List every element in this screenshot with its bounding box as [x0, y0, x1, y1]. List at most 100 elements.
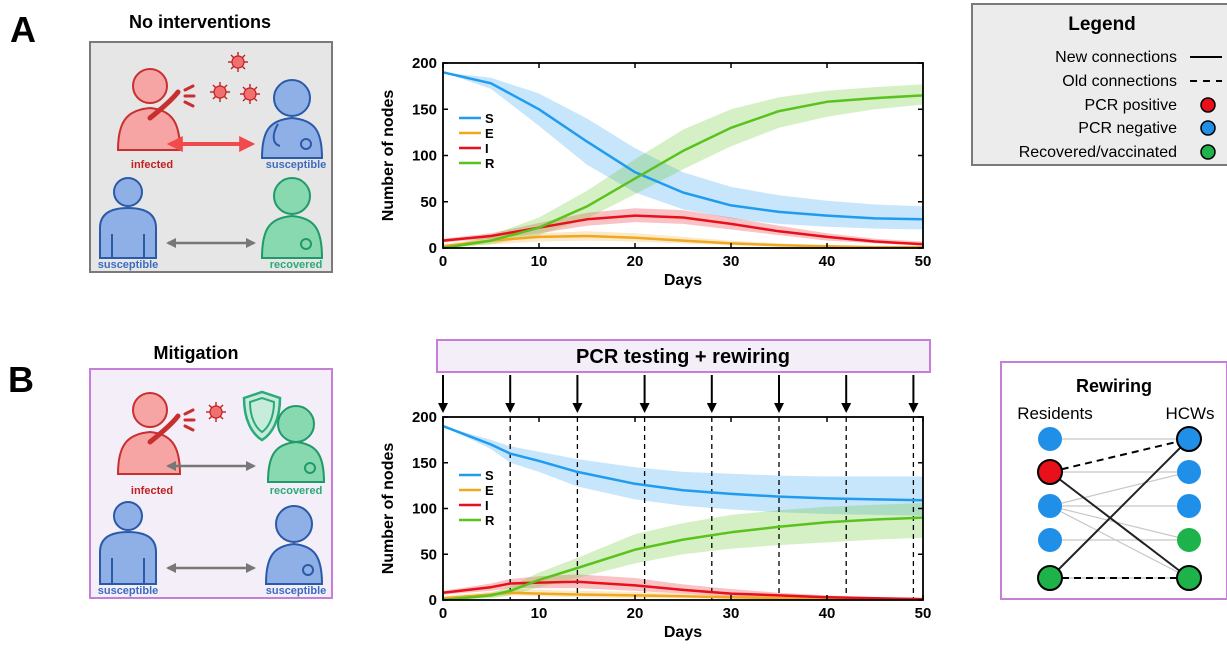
seir-chart-no-interventions: 0 10 20 30 40 50 0 50 100 150 200 Days Number of nod…: [380, 55, 931, 289]
band-R: [443, 503, 923, 600]
hcw-node: [1177, 460, 1201, 484]
y-tick-label: 50: [420, 546, 437, 563]
y-axis-label: Number of nodes: [380, 90, 397, 222]
legend-label-I: I: [485, 141, 489, 156]
label-susceptible-b-left: susceptible: [98, 585, 159, 597]
legend-pcr-positive-label: PCR positive: [1085, 97, 1178, 114]
x-tick-label: 0: [439, 605, 447, 622]
rewiring-title: Rewiring: [1076, 376, 1152, 396]
old-edge: [1049, 505, 1190, 541]
resident-node: [1037, 565, 1063, 591]
recovered-doctor-icon-b: [266, 405, 326, 483]
hcw-node: [1177, 494, 1201, 518]
series-line-S: [442, 424, 924, 502]
x-tick-label: 10: [531, 605, 548, 622]
resident-node: [1038, 494, 1062, 518]
y-axis-label: Number of nodes: [380, 443, 397, 575]
infected-person-icon-b: [116, 392, 196, 475]
legend-label-E: E: [485, 483, 494, 498]
legend-label-R: R: [485, 156, 495, 171]
legend-label-I: I: [485, 498, 489, 513]
panel-b-letter: B: [8, 359, 34, 400]
resident-node: [1038, 427, 1062, 451]
legend-title: Legend: [1068, 14, 1136, 35]
old-edge: [1049, 471, 1190, 507]
hcw-node: [1176, 426, 1202, 452]
label-recovered-b: recovered: [270, 485, 323, 497]
label-susceptible-a-top: susceptible: [266, 159, 327, 171]
pcr-banner-text: PCR testing + rewiring: [576, 346, 790, 368]
series-line-R: [442, 516, 924, 602]
y-tick-label: 200: [412, 55, 437, 72]
legend-pcr-negative-label: PCR negative: [1078, 120, 1177, 137]
legend-box: [971, 3, 1227, 166]
resident-node: [1038, 528, 1062, 552]
x-tick-label: 10: [531, 253, 548, 270]
panel-a-letter: A: [10, 9, 36, 50]
legend-pcr-negative-dot: [1200, 120, 1216, 136]
panel-a-title: No interventions: [129, 12, 271, 32]
series-line-I: [442, 580, 924, 601]
y-tick-label: 50: [420, 194, 437, 211]
susceptible-resident-icon-b: [99, 501, 157, 585]
x-tick-label: 20: [627, 605, 644, 622]
x-tick-label: 20: [627, 253, 644, 270]
y-tick-label: 0: [429, 240, 437, 257]
x-axis-label: Days: [664, 624, 702, 641]
recovered-doctor-icon: [260, 177, 324, 259]
x-tick-label: 50: [915, 253, 932, 270]
y-tick-label: 200: [412, 409, 437, 426]
y-tick-label: 150: [412, 455, 437, 472]
series-line-E: [442, 234, 923, 249]
band-S: [443, 426, 923, 516]
virus-icon-b: [205, 401, 227, 423]
y-tick-label: 150: [412, 101, 437, 118]
rewiring-residents-label: Residents: [1017, 404, 1093, 423]
pcr-banner: [436, 339, 931, 373]
legend-recovered-dot: [1200, 144, 1216, 160]
infected-person-icon: [116, 68, 196, 151]
y-tick-label: 0: [429, 592, 437, 609]
legend-new-connections-label: New connections: [1055, 49, 1177, 66]
y-tick-label: 100: [412, 501, 437, 518]
x-tick-label: 30: [723, 605, 740, 622]
legend-pcr-positive-dot: [1200, 97, 1216, 113]
label-recovered-a: recovered: [270, 259, 323, 271]
label-susceptible-a-bottom: susceptible: [98, 259, 159, 271]
susceptible-resident-icon: [99, 177, 157, 259]
label-infected-a: infected: [131, 159, 173, 171]
rewiring-hcws-label: HCWs: [1165, 404, 1214, 423]
legend-label-S: S: [485, 468, 494, 483]
susceptible-doctor-icon-b: [264, 505, 324, 585]
hcw-node: [1177, 528, 1201, 552]
band-S: [443, 72, 923, 230]
band-I: [443, 208, 923, 246]
series-line-S: [442, 71, 924, 221]
series-line-R: [442, 94, 924, 250]
label-susceptible-b-right: susceptible: [266, 585, 327, 597]
legend-recovered-label: Recovered/vaccinated: [1019, 144, 1177, 161]
panel-b-title: Mitigation: [154, 343, 239, 363]
legend-label-E: E: [485, 126, 494, 141]
legend-label-R: R: [485, 513, 495, 528]
x-tick-label: 30: [723, 253, 740, 270]
rewiring-network: [1037, 426, 1202, 591]
x-axis-label: Days: [664, 272, 702, 289]
new-edge: [1049, 438, 1190, 579]
seir-chart-mitigation: 0 10 20 30 40 50 0 50 100 150 200 Days Number of nod…: [380, 375, 931, 641]
x-tick-label: 40: [819, 253, 836, 270]
x-tick-label: 40: [819, 605, 836, 622]
old-edge: [1049, 505, 1190, 579]
label-infected-b: infected: [131, 485, 173, 497]
susceptible-doctor-icon: [260, 79, 324, 159]
x-tick-label: 0: [439, 253, 447, 270]
series-line-I: [442, 214, 924, 246]
new-edge: [1049, 471, 1190, 579]
y-tick-label: 100: [412, 148, 437, 165]
x-tick-label: 50: [915, 605, 932, 622]
legend-label-S: S: [485, 111, 494, 126]
legend-old-connections-label: Old connections: [1062, 73, 1177, 90]
band-R: [443, 84, 923, 248]
resident-node: [1037, 459, 1063, 485]
